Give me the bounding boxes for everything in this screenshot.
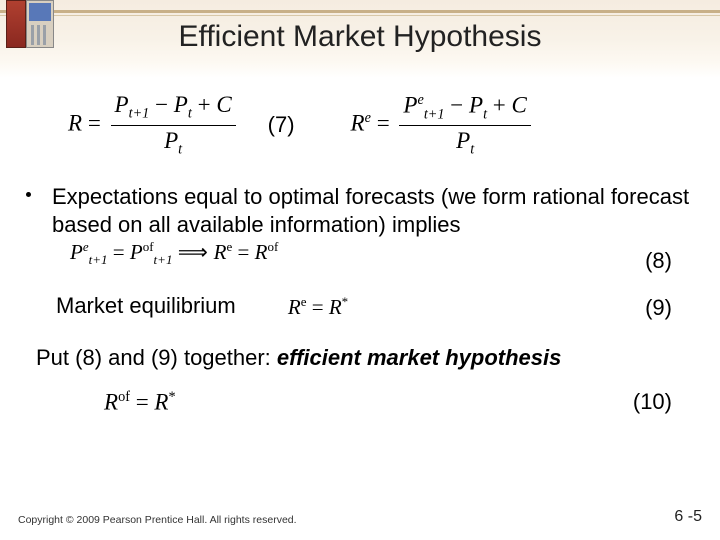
equation-10-row: Rof = R* (10) bbox=[30, 389, 690, 423]
bullet-dot-icon bbox=[26, 192, 31, 197]
equation-7-label: (7) bbox=[268, 112, 295, 138]
equation-9-label: (9) bbox=[645, 295, 672, 321]
market-equilibrium-line: Market equilibrium Re = R* (9) bbox=[56, 293, 690, 331]
equation-8-label: (8) bbox=[645, 247, 672, 275]
equation-9: Re = R* bbox=[288, 294, 348, 320]
combine-line: Put (8) and (9) together: efficient mark… bbox=[36, 345, 690, 371]
equation-7b: Re = Pet+1 − Pt + C Pt bbox=[351, 92, 535, 159]
combine-bold: efficient market hypothesis bbox=[277, 345, 561, 370]
page-number: 6 -5 bbox=[674, 508, 702, 526]
market-equilibrium-text: Market equilibrium bbox=[56, 293, 236, 318]
bullet-1: Expectations equal to optimal forecasts … bbox=[30, 183, 690, 279]
bullet-1-text: Expectations equal to optimal forecasts … bbox=[52, 184, 689, 237]
combine-prefix: Put (8) and (9) together: bbox=[36, 345, 277, 370]
content-area: R = Pt+1 − Pt + C Pt (7) Re = Pet+1 bbox=[30, 92, 690, 500]
equation-8: Pet+1 = Poft+1 ⟹ Re = Rof bbox=[70, 239, 278, 269]
equation-7: R = Pt+1 − Pt + C Pt bbox=[68, 92, 240, 158]
copyright-footer: Copyright © 2009 Pearson Prentice Hall. … bbox=[18, 514, 297, 526]
equation-7-row: R = Pt+1 − Pt + C Pt (7) Re = Pet+1 bbox=[30, 92, 690, 159]
header-stripe-thin bbox=[0, 15, 720, 16]
slide-title: Efficient Market Hypothesis bbox=[0, 20, 720, 54]
header-stripe bbox=[0, 10, 720, 13]
equation-10-label: (10) bbox=[633, 389, 672, 414]
equation-10: Rof = R* bbox=[104, 389, 176, 416]
